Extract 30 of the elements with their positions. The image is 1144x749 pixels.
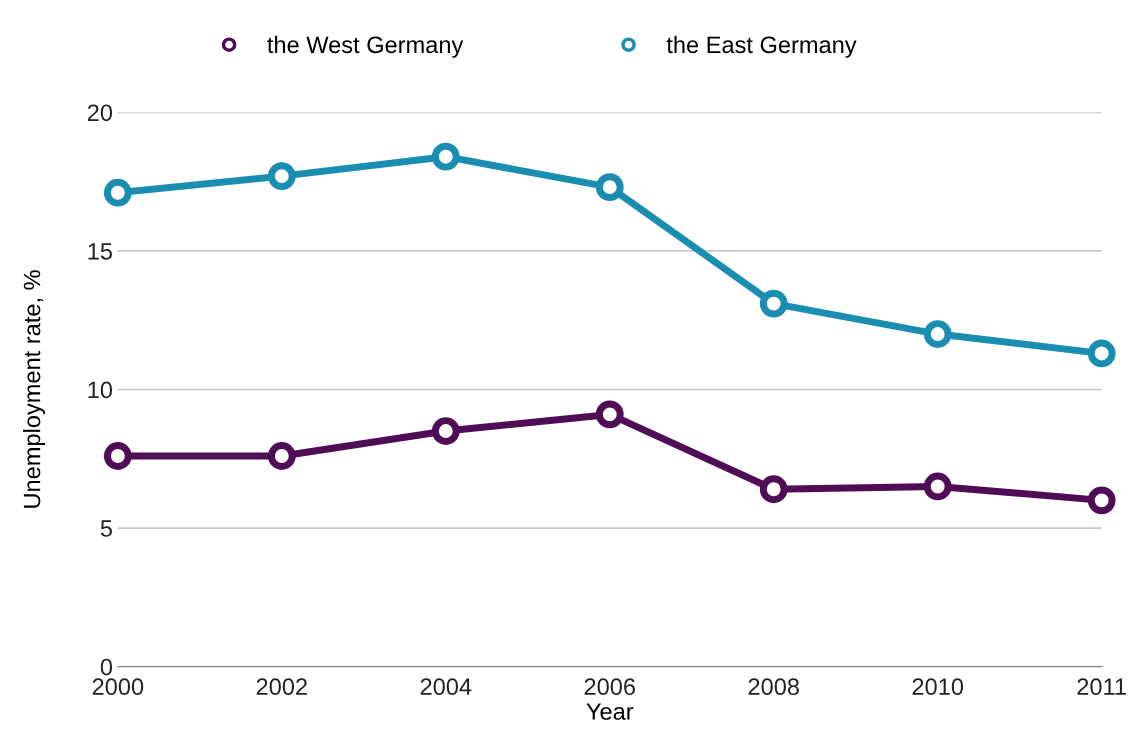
x-tick-label: 2010 — [912, 678, 964, 696]
point — [923, 320, 952, 348]
x-tick-label: 2006 — [584, 678, 635, 696]
point — [267, 162, 296, 190]
point — [1087, 486, 1116, 515]
x-tick-label: 2002 — [256, 678, 307, 696]
y-tick-label: 20 — [87, 104, 113, 122]
point — [759, 289, 788, 318]
x-tick-label: 2000 — [92, 678, 144, 696]
point — [595, 400, 624, 429]
x-tick-label: 2008 — [748, 678, 799, 696]
point — [431, 417, 460, 445]
x-axis-title: Year — [586, 703, 634, 720]
y-tick-label: 15 — [88, 243, 112, 260]
x-tick-label: 2011 — [1077, 678, 1126, 696]
y-tick-label: 5 — [100, 520, 112, 537]
y-tick-label: 10 — [88, 381, 113, 399]
y-axis-title: Unemployment rate, % — [23, 270, 46, 508]
point — [759, 475, 788, 504]
point — [431, 142, 460, 171]
legend-label: the East Germany — [666, 35, 857, 58]
point — [595, 173, 624, 202]
y-tick-label: 0 — [100, 658, 113, 676]
legend-label: the West Germany — [267, 35, 464, 58]
point — [103, 178, 132, 207]
point — [923, 472, 952, 501]
x-tick-label: 2004 — [420, 678, 472, 696]
point — [267, 442, 296, 470]
point — [103, 442, 132, 470]
point — [1087, 339, 1116, 368]
